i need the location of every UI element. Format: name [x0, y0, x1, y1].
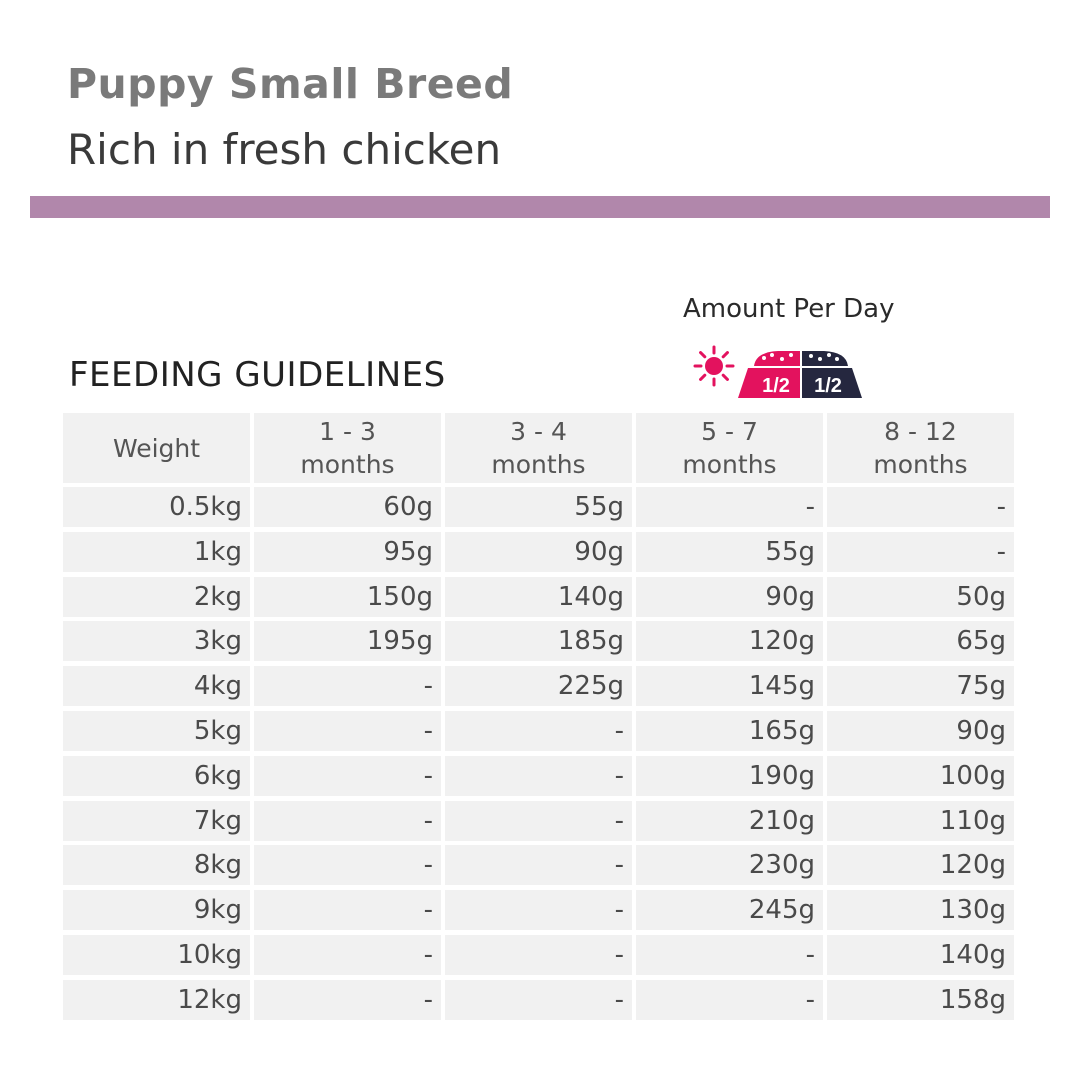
amount-cell: 90g — [827, 710, 1014, 751]
amount-cell: - — [254, 666, 441, 707]
amount-cell: 145g — [636, 666, 823, 707]
product-subtitle: Rich in fresh chicken — [67, 125, 502, 174]
amount-cell: - — [254, 979, 441, 1020]
amount-cell: 95g — [254, 531, 441, 572]
table-row: 12kg - - -158g — [63, 979, 1014, 1020]
amount-cell: 120g — [827, 845, 1014, 886]
amount-cell: - — [254, 710, 441, 751]
amount-per-day-label: Amount Per Day — [683, 294, 895, 324]
table-row: 9kg - -245g 130g — [63, 890, 1014, 931]
amount-cell: - — [445, 710, 632, 751]
amount-cell: 90g — [636, 576, 823, 617]
amount-cell: - — [445, 890, 632, 931]
weight-cell: 5kg — [63, 710, 250, 751]
column-header-line1: 3 - 4 — [510, 417, 567, 446]
amount-cell: 60g — [254, 487, 441, 527]
amount-cell: 140g — [827, 934, 1014, 975]
weight-cell: 7kg — [63, 800, 250, 841]
table-row: 1kg 95g 90g 55g - — [63, 531, 1014, 572]
table-row: 7kg - -210g 110g — [63, 800, 1014, 841]
table-row: 4kg -225g 145g 75g — [63, 666, 1014, 707]
column-header-line1: 5 - 7 — [701, 417, 758, 446]
amount-cell: - — [445, 934, 632, 975]
weight-cell: 1kg — [63, 531, 250, 572]
amount-cell: 110g — [827, 800, 1014, 841]
amount-cell: 120g — [636, 621, 823, 662]
column-header-line2: months — [873, 450, 968, 479]
weight-cell: 2kg — [63, 576, 250, 617]
column-header-age: 1 - 3 months — [254, 413, 441, 483]
amount-cell: 195g — [254, 621, 441, 662]
amount-cell: 230g — [636, 845, 823, 886]
table-row: 0.5kg 60g 55g - - — [63, 487, 1014, 527]
amount-cell: - — [445, 979, 632, 1020]
amount-cell: 65g — [827, 621, 1014, 662]
amount-cell: 150g — [254, 576, 441, 617]
amount-cell: 140g — [445, 576, 632, 617]
column-header-line1: 8 - 12 — [884, 417, 957, 446]
column-header-line1: Weight — [112, 433, 201, 463]
table-row: 10kg - - -140g — [63, 934, 1014, 975]
amount-cell: - — [827, 531, 1014, 572]
weight-cell: 8kg — [63, 845, 250, 886]
table-row: 5kg - -165g 90g — [63, 710, 1014, 751]
column-header-line2: months — [300, 450, 395, 479]
amount-cell: 75g — [827, 666, 1014, 707]
amount-cell: 225g — [445, 666, 632, 707]
table-row: 6kg - -190g 100g — [63, 755, 1014, 796]
amount-cell: 245g — [636, 890, 823, 931]
amount-cell: - — [254, 934, 441, 975]
accent-band — [30, 196, 1050, 218]
amount-cell: 130g — [827, 890, 1014, 931]
column-header-line2: months — [491, 450, 586, 479]
amount-cell: - — [445, 800, 632, 841]
portion-icons: 1/2 1/2 — [692, 340, 897, 400]
column-header-line1: 1 - 3 — [319, 417, 376, 446]
day-portion-label: 1/2 — [762, 375, 790, 397]
feeding-table: 0.5kg 60g 55g - -1kg 95g 90g 55g -2kg 150g 140g 90g… — [63, 487, 1014, 1025]
weight-cell: 6kg — [63, 755, 250, 796]
product-title: Puppy Small Breed — [67, 60, 514, 108]
weight-cell: 10kg — [63, 934, 250, 975]
weight-cell: 3kg — [63, 621, 250, 662]
amount-cell: - — [254, 755, 441, 796]
column-header-age: 5 - 7 months — [636, 413, 823, 483]
amount-cell: 55g — [445, 487, 632, 527]
food-bowl-icon: 1/2 1/2 — [738, 351, 862, 398]
amount-cell: 185g — [445, 621, 632, 662]
moon-icon — [872, 348, 892, 379]
amount-cell: 100g — [827, 755, 1014, 796]
amount-cell: 50g — [827, 576, 1014, 617]
weight-cell: 12kg — [63, 979, 250, 1020]
amount-cell: 158g — [827, 979, 1014, 1020]
amount-cell: 165g — [636, 710, 823, 751]
feeding-guidelines-heading: FEEDING GUIDELINES — [69, 355, 446, 395]
column-header-weight: Weight — [63, 413, 250, 483]
table-row: 3kg 195g 185g 120g 65g — [63, 621, 1014, 662]
amount-cell: - — [636, 979, 823, 1020]
column-header-age: 3 - 4 months — [445, 413, 632, 483]
amount-cell: - — [445, 845, 632, 886]
sun-icon — [693, 345, 735, 387]
weight-cell: 9kg — [63, 890, 250, 931]
table-row: 8kg - -230g 120g — [63, 845, 1014, 886]
weight-cell: 0.5kg — [63, 487, 250, 527]
amount-cell: - — [636, 934, 823, 975]
amount-cell: - — [254, 890, 441, 931]
column-header-line2: months — [682, 450, 777, 479]
column-header-age: 8 - 12 months — [827, 413, 1014, 483]
amount-cell: - — [827, 487, 1014, 527]
amount-cell: 90g — [445, 531, 632, 572]
table-row: 2kg 150g 140g 90g 50g — [63, 576, 1014, 617]
night-portion-label: 1/2 — [814, 375, 842, 397]
amount-cell: 210g — [636, 800, 823, 841]
amount-cell: - — [636, 487, 823, 527]
amount-cell: - — [254, 845, 441, 886]
amount-cell: - — [445, 755, 632, 796]
table-header: Weight 1 - 3 months 3 - 4 months 5 - 7 months 8… — [63, 413, 1014, 483]
amount-cell: 190g — [636, 755, 823, 796]
amount-cell: - — [254, 800, 441, 841]
amount-cell: 55g — [636, 531, 823, 572]
weight-cell: 4kg — [63, 666, 250, 707]
